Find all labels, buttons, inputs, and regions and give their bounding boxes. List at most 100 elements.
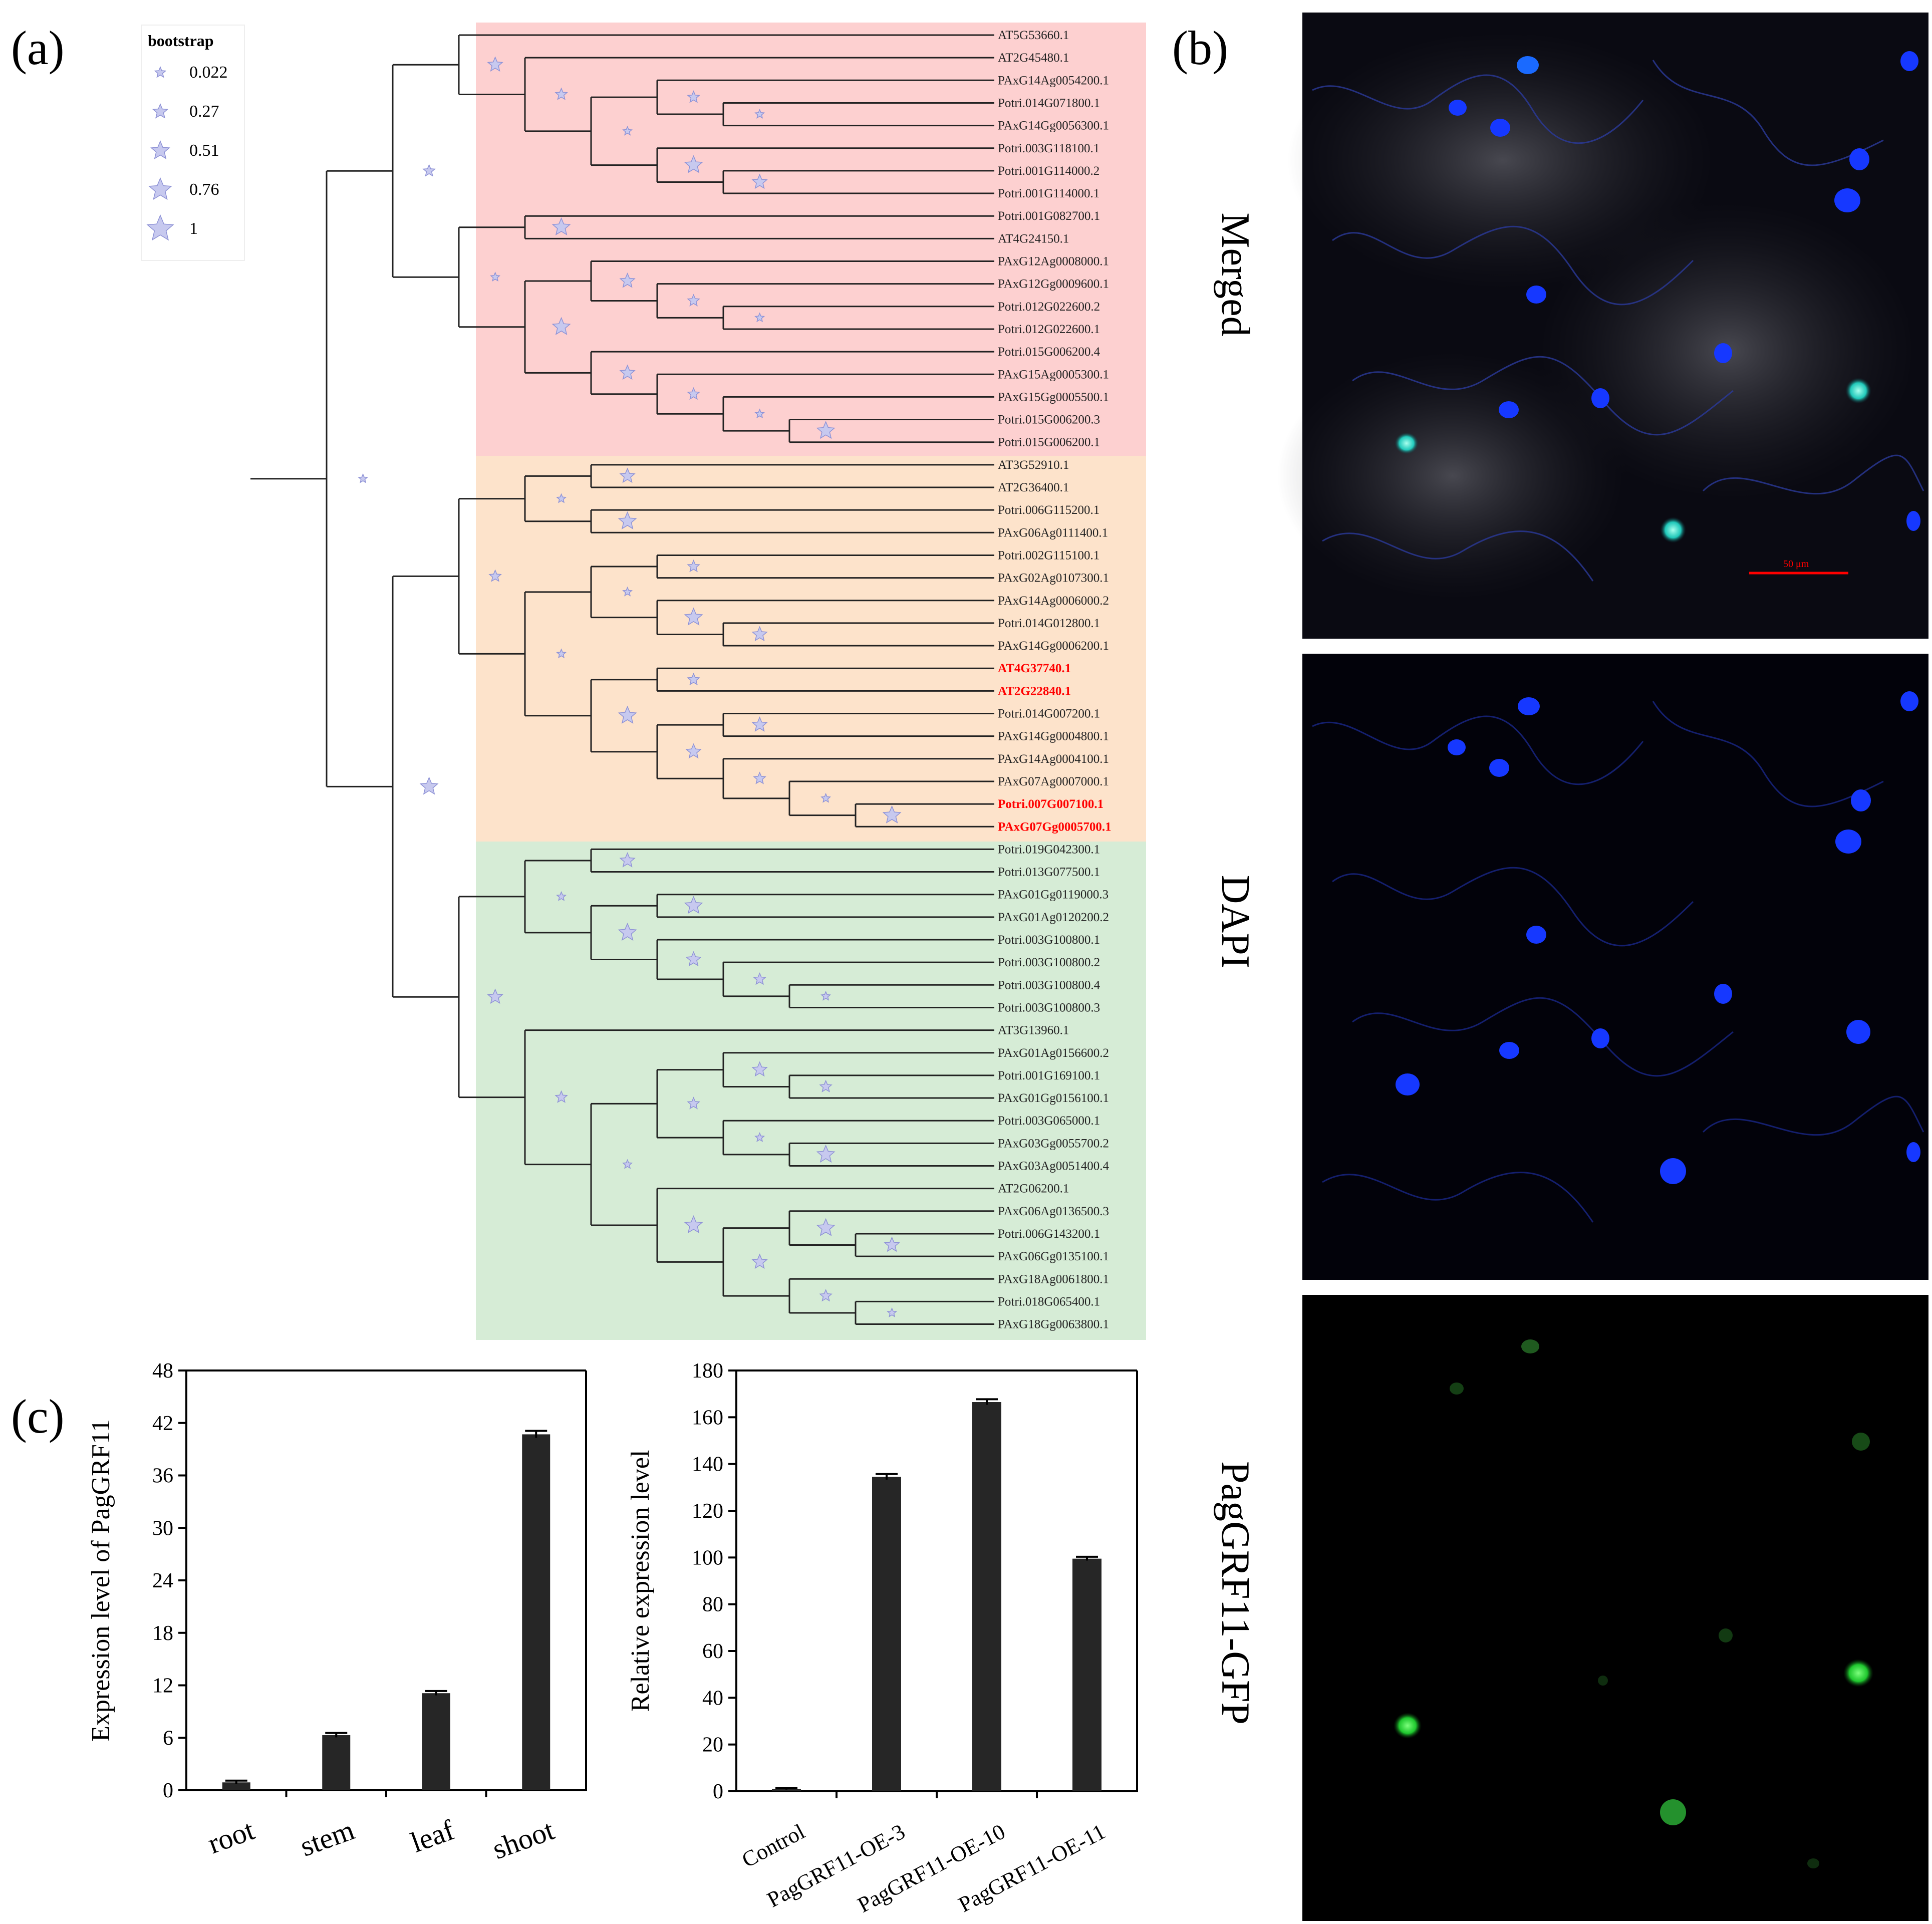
bootstrap-star-node [618,705,637,724]
bootstrap-star-node [622,1159,633,1169]
legend-value: 0.022 [189,63,228,82]
bootstrap-star-node [487,56,503,72]
tree-leaf-label: PAxG07Ag0007000.1 [998,775,1109,788]
bootstrap-star-node [687,672,700,686]
tree-leaf-label: Potri.006G115200.1 [998,503,1099,517]
tree-leaf-label: Potri.014G071800.1 [998,96,1100,110]
bootstrap-star-node [820,792,832,803]
tree-leaf-label: PAxG14Ag0054200.1 [998,74,1109,87]
bar [1072,1558,1101,1791]
y-axis-label: Expression level of PagGRF11 [87,1419,115,1742]
tree-leaf-label: PAxG03Ag0051400.4 [998,1160,1110,1173]
tree-leaf-label: Potri.015G006200.1 [998,436,1100,449]
bootstrap-star-node [687,90,700,103]
panel-label-a: (a) [11,21,65,75]
bootstrap-star-node [751,173,768,189]
gfp-nuclei [1394,1339,1873,1868]
label-merged: Merged [1213,212,1257,336]
bar-chart-tissue-expression: 0 6 12 18 24 30 36 42 48 Expression level of PagG… [87,1359,587,1865]
legend-star-icon [150,140,170,159]
tree-leaf-label: Potri.001G082700.1 [998,209,1100,223]
clade-background-orange [476,456,1146,842]
bootstrap-star-node [555,1090,568,1103]
bootstrap-star-node [687,294,700,307]
tree-leaf-label: PAxG06Gg0135100.1 [998,1250,1109,1263]
tree-leaf-label: Potri.014G012800.1 [998,617,1100,630]
bootstrap-star-node [685,743,702,759]
y-tick-label: 18 [152,1622,173,1645]
y-tick-label: 24 [152,1569,173,1592]
clade-background-green [476,842,1146,1340]
y-tick-label: 6 [163,1727,173,1750]
bootstrap-star-node [487,988,503,1004]
tree-leaf-label: AT2G45480.1 [998,51,1069,65]
bootstrap-star-node [816,421,836,439]
y-tick-label: 12 [152,1675,173,1698]
bootstrap-star-node [551,317,571,335]
y-tick-label: 30 [152,1517,173,1540]
merged-nuclei [1395,51,1920,543]
y-tick-label: 140 [692,1453,723,1476]
bar [222,1782,250,1790]
bootstrap-star-node [619,272,636,288]
tree-leaf-label: PAxG12Ag0008000.1 [998,255,1109,268]
bootstrap-star-node [754,109,765,119]
legend-value: 0.27 [189,102,219,121]
tree-leaf-label: AT3G13960.1 [998,1024,1069,1037]
x-category-label: root [203,1813,258,1860]
bootstrap-star-node [753,771,766,784]
bootstrap-star-node [816,1218,836,1236]
legend-value: 1 [189,219,198,238]
tree-leaf-label: AT4G37740.1 [998,662,1071,675]
tree-leaf-label: AT2G22840.1 [998,684,1071,698]
legend-star-icon [146,214,174,241]
tree-leaf-label: PAxG14Gg0056300.1 [998,119,1109,133]
tree-leaf-label: AT2G36400.1 [998,481,1069,494]
tree-leaf-label: AT4G24150.1 [998,232,1069,245]
tree-leaf-label: Potri.018G065400.1 [998,1295,1100,1308]
tree-leaf-label: Potri.015G006200.3 [998,413,1100,427]
y-tick-label: 160 [692,1406,723,1429]
tree-leaf-label: PAxG02Ag0107300.1 [998,572,1109,585]
bootstrap-star-node [684,896,703,914]
bootstrap-star-node [488,569,502,582]
tree-leaf-label: AT2G06200.1 [998,1182,1069,1196]
legend-star-icon [154,66,167,78]
bootstrap-star-node [618,922,637,941]
dapi-image [1302,654,1928,1280]
tree-leaf-label: PAxG14Gg0004800.1 [998,730,1109,743]
bootstrap-star-node [687,1096,700,1110]
bootstrap-star-node [684,155,703,173]
bootstrap-star-node [556,493,567,503]
bar [872,1477,901,1791]
tree-leaf-label: PAxG12Gg0009600.1 [998,278,1109,291]
bootstrap-star-node [551,217,571,235]
tree-leaf-label: Potri.001G114000.2 [998,164,1099,178]
bootstrap-star-node [419,776,439,795]
label-gfp: PagGRF11-GFP [1213,1461,1257,1725]
bootstrap-star-node [619,852,636,868]
bootstrap-star-node [622,586,633,597]
tree-leaf-label: PAxG01Ag0156600.2 [998,1046,1109,1060]
panel-label-c: (c) [11,1390,65,1443]
bootstrap-star-node [884,1236,900,1252]
y-tick-label: 0 [163,1779,173,1802]
merged-image: 50 μm [1277,13,1928,639]
bootstrap-star-node [754,1132,765,1142]
x-category-label: Control [738,1819,809,1872]
tree-leaf-labels: AT5G53660.1 AT2G45480.1 PAxG14Ag0054200.1 P… [998,29,1112,1331]
bootstrap-star-node [422,164,436,177]
bootstrap-star-node [751,1253,768,1269]
x-category-label: stem [296,1813,359,1863]
tree-leaf-label: Potri.003G100800.1 [998,933,1100,947]
dapi-cell-outlines [1312,701,1924,1223]
gfp-image [1302,1295,1928,1921]
tree-leaf-label: PAxG18Gg0063800.1 [998,1318,1109,1331]
tree-leaf-label: Potri.001G169100.1 [998,1069,1100,1082]
bootstrap-stars [358,56,902,1317]
tree-leaf-label: Potri.015G006200.4 [998,345,1100,359]
tree-leaf-label: PAxG14Ag0004100.1 [998,752,1109,766]
tree-leaf-label: PAxG01Gg0119000.3 [998,888,1109,902]
tree-leaf-label: PAxG14Gg0006200.1 [998,639,1109,653]
